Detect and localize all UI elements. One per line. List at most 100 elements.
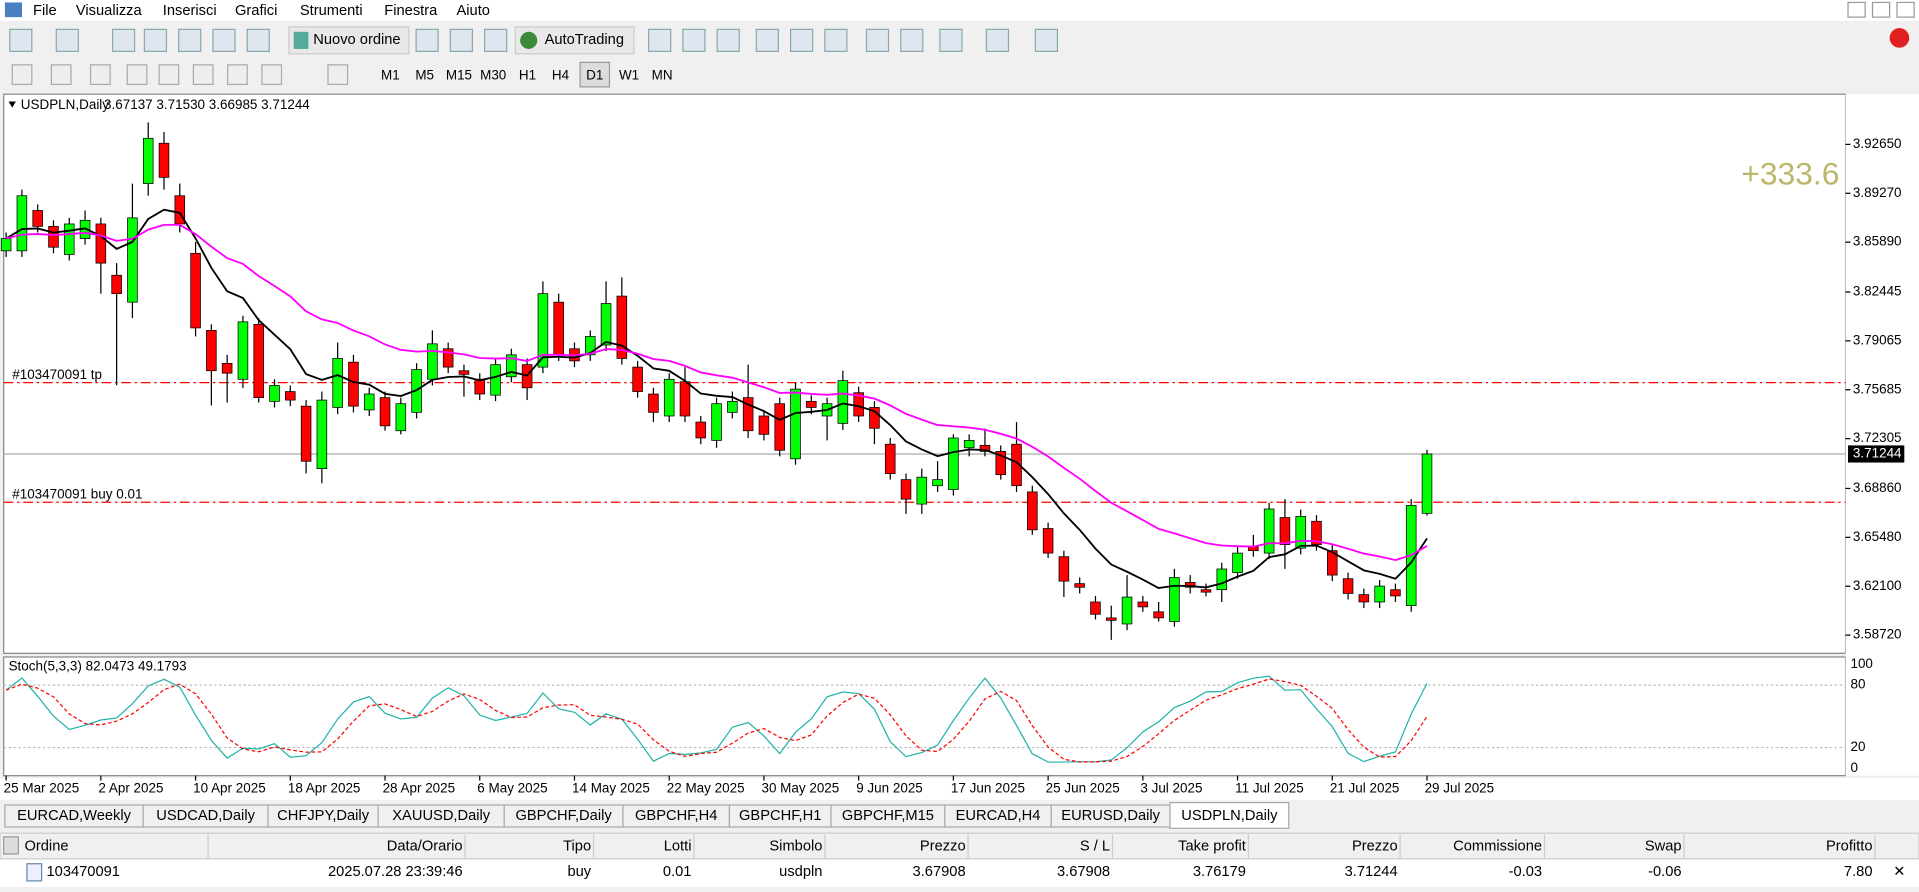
y-tick-label: 3.79065 xyxy=(1853,332,1902,347)
toolbar-icon[interactable] xyxy=(1034,28,1059,52)
indicator-tick-label: 0 xyxy=(1850,760,1857,775)
menu-item[interactable]: Aiuto xyxy=(456,3,489,19)
toolbar-icon[interactable] xyxy=(985,28,1010,52)
panel-close[interactable] xyxy=(3,836,19,855)
timeframe-button[interactable]: D1 xyxy=(586,67,603,82)
timeframe-button[interactable]: M1 xyxy=(381,67,400,82)
toolbar-icon[interactable] xyxy=(212,28,236,52)
chart-tab-label[interactable]: XAUUSD,Daily xyxy=(392,808,491,824)
toolbar-icon[interactable] xyxy=(682,28,706,52)
restore[interactable] xyxy=(1871,1,1891,18)
candle-body xyxy=(616,295,628,359)
toolbar-icon[interactable] xyxy=(648,28,672,52)
new-order-label: Nuovo ordine xyxy=(313,32,400,48)
drawing-tool[interactable] xyxy=(261,64,283,86)
table-header: Simbolo xyxy=(769,839,822,855)
candle-body xyxy=(758,415,770,435)
timeframe-active xyxy=(579,61,611,88)
chart-tab-label[interactable]: CHFJPY,Daily xyxy=(277,808,370,824)
drawing-tool[interactable] xyxy=(50,64,72,86)
notification-badge[interactable] xyxy=(1889,28,1910,48)
toolbar-icon[interactable] xyxy=(415,28,439,52)
chart-tab-label[interactable]: EURUSD,Daily xyxy=(1061,808,1160,824)
toolbar-icon[interactable] xyxy=(900,28,924,52)
drawing-tool[interactable] xyxy=(89,64,111,86)
chart-tab[interactable] xyxy=(1169,801,1290,829)
new-order-button[interactable] xyxy=(288,26,410,55)
candle-body xyxy=(1090,601,1101,615)
toolbar-icon[interactable] xyxy=(9,28,33,52)
timeframe-button[interactable]: H1 xyxy=(519,67,536,82)
chart-tab-label[interactable]: USDPLN,Daily xyxy=(1181,808,1278,824)
toolbar-icon[interactable] xyxy=(484,28,508,52)
candle-body xyxy=(142,137,154,184)
timeframe-button[interactable]: H4 xyxy=(552,67,570,82)
candle-body xyxy=(363,393,375,411)
table-cell: 0.01 xyxy=(663,864,692,880)
chart-tab-label[interactable]: EURCAD,H4 xyxy=(956,808,1041,824)
table-header: Tipo xyxy=(563,839,591,855)
y-tick-label: 3.65480 xyxy=(1853,529,1902,544)
toolbar-icon[interactable] xyxy=(939,28,963,52)
toolbar-icon[interactable] xyxy=(246,28,270,52)
toolbar-icon[interactable] xyxy=(716,28,740,52)
timeframe-button[interactable]: M5 xyxy=(415,67,434,82)
toolbar-icon[interactable] xyxy=(55,28,79,52)
timeframe-button[interactable]: M30 xyxy=(480,67,506,82)
chart-menu-arrow[interactable] xyxy=(8,101,16,108)
toolbar-icon[interactable] xyxy=(178,28,202,52)
menu-item[interactable]: File xyxy=(33,3,57,19)
indicator-tick-label: 100 xyxy=(1850,656,1872,671)
menu-item[interactable]: Grafici xyxy=(235,3,277,19)
chart-tab-label[interactable]: GBPCHF,Daily xyxy=(515,808,612,824)
price-axis xyxy=(1845,94,1919,776)
candle-body xyxy=(1232,552,1243,573)
candle-body xyxy=(884,443,896,474)
candle-body xyxy=(48,226,59,248)
toolbar-icon[interactable] xyxy=(755,28,779,52)
candle-body xyxy=(932,479,943,487)
candle-body xyxy=(727,401,738,413)
menu-item[interactable]: Strumenti xyxy=(300,3,363,19)
drawing-tool[interactable] xyxy=(158,64,180,86)
toolbar-icon[interactable] xyxy=(824,28,848,52)
drawing-tool[interactable] xyxy=(192,64,214,86)
chart-tab-label[interactable]: USDCAD,Daily xyxy=(156,808,255,824)
menu-item[interactable]: Inserisci xyxy=(163,3,217,19)
toolbar-icon[interactable] xyxy=(865,28,890,52)
drawing-tool[interactable] xyxy=(327,64,349,86)
toolbar-icon[interactable] xyxy=(143,28,168,52)
indicator-area xyxy=(3,656,1847,777)
menu-item[interactable]: Visualizza xyxy=(76,3,143,19)
minimize[interactable] xyxy=(1847,1,1866,18)
toolbar-icon[interactable] xyxy=(111,28,136,52)
chart-tab-label[interactable]: EURCAD,Weekly xyxy=(17,808,132,824)
candle-body xyxy=(663,378,675,417)
toolbar-icon[interactable] xyxy=(789,28,814,52)
drawing-tool[interactable] xyxy=(227,64,248,86)
close[interactable] xyxy=(1896,1,1915,18)
timeframe-button[interactable]: M15 xyxy=(446,67,472,82)
drawing-tool[interactable] xyxy=(126,64,148,86)
candle-body xyxy=(1311,520,1322,545)
candle-body xyxy=(1342,578,1354,594)
candle-body xyxy=(1216,568,1228,591)
window-controls[interactable] xyxy=(1847,1,1915,18)
drawing-tool[interactable] xyxy=(11,64,33,86)
autotrading-label: AutoTrading xyxy=(545,32,624,48)
chart-tab-label[interactable]: GBPCHF,H4 xyxy=(635,808,717,824)
candle-body xyxy=(1358,594,1370,603)
chart-tab-label[interactable]: GBPCHF,H1 xyxy=(739,808,821,824)
candle-body xyxy=(16,195,28,252)
time-axis xyxy=(0,778,1919,801)
menu-item[interactable]: Finestra xyxy=(384,3,438,19)
chart-tab-label[interactable]: GBPCHF,M15 xyxy=(842,808,934,824)
timeframe-button[interactable]: MN xyxy=(652,67,673,82)
toolbar-icon[interactable] xyxy=(449,28,474,52)
timeframe-button[interactable]: W1 xyxy=(619,67,639,82)
x-tick-label: 25 Mar 2025 xyxy=(4,781,80,796)
ma-fast xyxy=(5,208,1428,590)
profit-display: +333.6 xyxy=(1741,156,1839,192)
row-close[interactable]: ✕ xyxy=(1893,864,1905,880)
